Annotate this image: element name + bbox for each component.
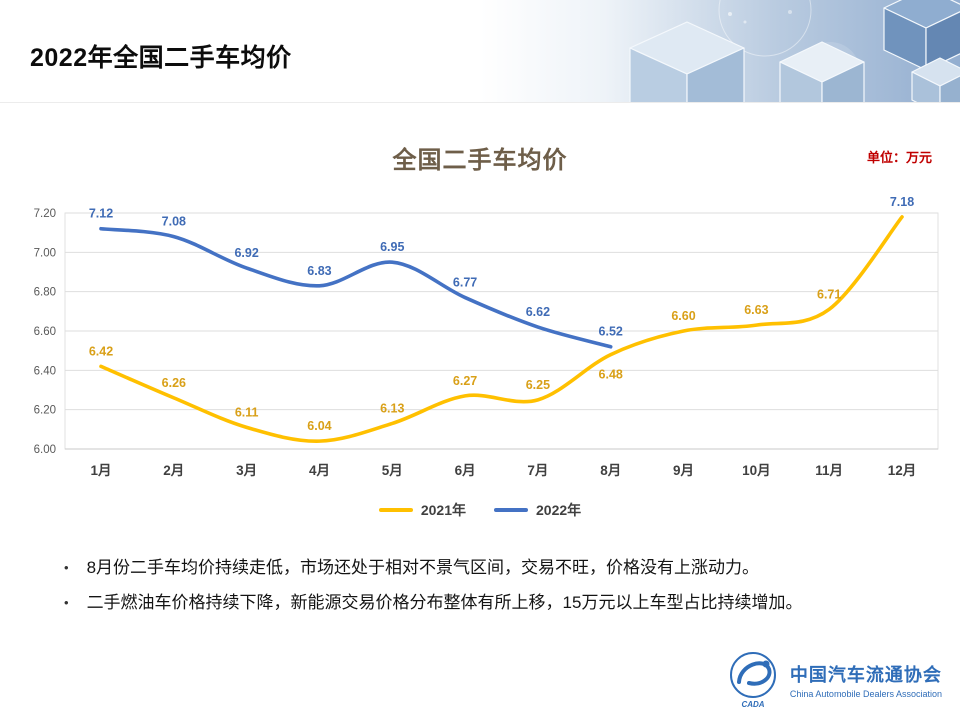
data-label: 6.13 xyxy=(380,401,404,415)
logo-text: CADA xyxy=(741,700,764,709)
org-name-cn: 中国汽车流通协会 xyxy=(789,665,942,685)
legend-item-2022: 2022年 xyxy=(494,500,581,520)
y-tick-label: 6.40 xyxy=(34,365,56,377)
data-label: 6.42 xyxy=(89,344,113,358)
x-tick-label: 3月 xyxy=(236,463,257,478)
note-item: 二手燃油车价格持续下降，新能源交易价格分布整体有所上移，15万元以上车型占比持续… xyxy=(64,591,924,615)
note-text: 二手燃油车价格持续下降，新能源交易价格分布整体有所上移，15万元以上车型占比持续… xyxy=(86,593,803,612)
data-label: 6.60 xyxy=(671,309,695,323)
data-label: 7.08 xyxy=(162,215,186,229)
series-line-2022年 xyxy=(99,226,613,349)
x-tick-label: 9月 xyxy=(673,463,694,478)
data-label: 7.12 xyxy=(89,207,113,221)
x-tick-label: 4月 xyxy=(309,463,330,478)
notes-list: 8月份二手车均价持续走低，市场还处于相对不景气区间，交易不旺，价格没有上涨动力。… xyxy=(64,556,924,626)
y-tick-label: 7.20 xyxy=(34,208,56,220)
header-decorative-cubes-graphic xyxy=(480,0,960,102)
data-label: 6.95 xyxy=(380,240,404,254)
slide-header: 2022年全国二手车均价 xyxy=(0,0,960,103)
x-tick-label: 5月 xyxy=(382,463,403,478)
data-label: 6.77 xyxy=(453,276,477,290)
unit-label: 单位：万元 xyxy=(866,150,932,165)
x-tick-label: 8月 xyxy=(600,463,621,478)
data-label: 6.27 xyxy=(453,374,477,388)
data-label: 6.63 xyxy=(744,303,768,317)
data-label: 6.71 xyxy=(817,287,841,301)
y-tick-label: 6.20 xyxy=(34,405,56,417)
slide-title: 2022年全国二手车均价 xyxy=(30,44,292,72)
footer-branding: CADA 中国汽车流通协会 China Automobile Dealers A… xyxy=(726,650,942,710)
data-label: 6.48 xyxy=(599,368,623,382)
x-tick-label: 7月 xyxy=(527,463,548,478)
data-label: 7.18 xyxy=(890,195,914,209)
x-tick-label: 1月 xyxy=(90,463,111,478)
data-label: 6.92 xyxy=(234,246,258,260)
org-name-en: China Automobile Dealers Association xyxy=(789,689,942,699)
legend-swatch-2021 xyxy=(378,508,413,512)
y-tick-label: 6.00 xyxy=(34,444,56,456)
price-line-chart: 6.00 6.20 6.40 6.60 6.80 7.00 7.20 1月 2月 3月 4月 5月 6月… xyxy=(34,195,939,478)
legend-swatch-2022 xyxy=(494,508,528,512)
data-label: 6.26 xyxy=(162,376,186,390)
chart-legend: 2021年 2022年 xyxy=(0,500,960,520)
x-tick-label: 12月 xyxy=(888,463,917,478)
data-label: 6.83 xyxy=(307,264,331,278)
chart-title: 全国二手车均价 xyxy=(392,147,568,174)
x-tick-label: 6月 xyxy=(455,463,476,478)
y-tick-label: 6.80 xyxy=(34,287,56,299)
x-tick-label: 11月 xyxy=(815,463,843,478)
data-label: 6.04 xyxy=(307,419,331,433)
series-line-2021年 xyxy=(99,215,904,443)
data-label: 6.11 xyxy=(235,405,259,419)
data-label: 6.25 xyxy=(526,378,550,392)
legend-item-2021: 2021年 xyxy=(378,500,466,520)
data-label: 6.52 xyxy=(599,325,623,339)
cada-logo-icon: CADA xyxy=(729,652,776,709)
y-tick-label: 6.60 xyxy=(34,326,56,338)
data-label: 6.62 xyxy=(526,305,550,319)
y-tick-label: 7.00 xyxy=(34,247,56,259)
x-tick-label: 10月 xyxy=(742,463,771,478)
legend-label-2022: 2022年 xyxy=(536,502,582,518)
note-text: 8月份二手车均价持续走低，市场还处于相对不景气区间，交易不旺，价格没有上涨动力。 xyxy=(86,558,760,577)
note-item: 8月份二手车均价持续走低，市场还处于相对不景气区间，交易不旺，价格没有上涨动力。 xyxy=(64,556,924,580)
legend-label-2021: 2021年 xyxy=(420,502,466,518)
x-tick-label: 2月 xyxy=(163,463,184,478)
